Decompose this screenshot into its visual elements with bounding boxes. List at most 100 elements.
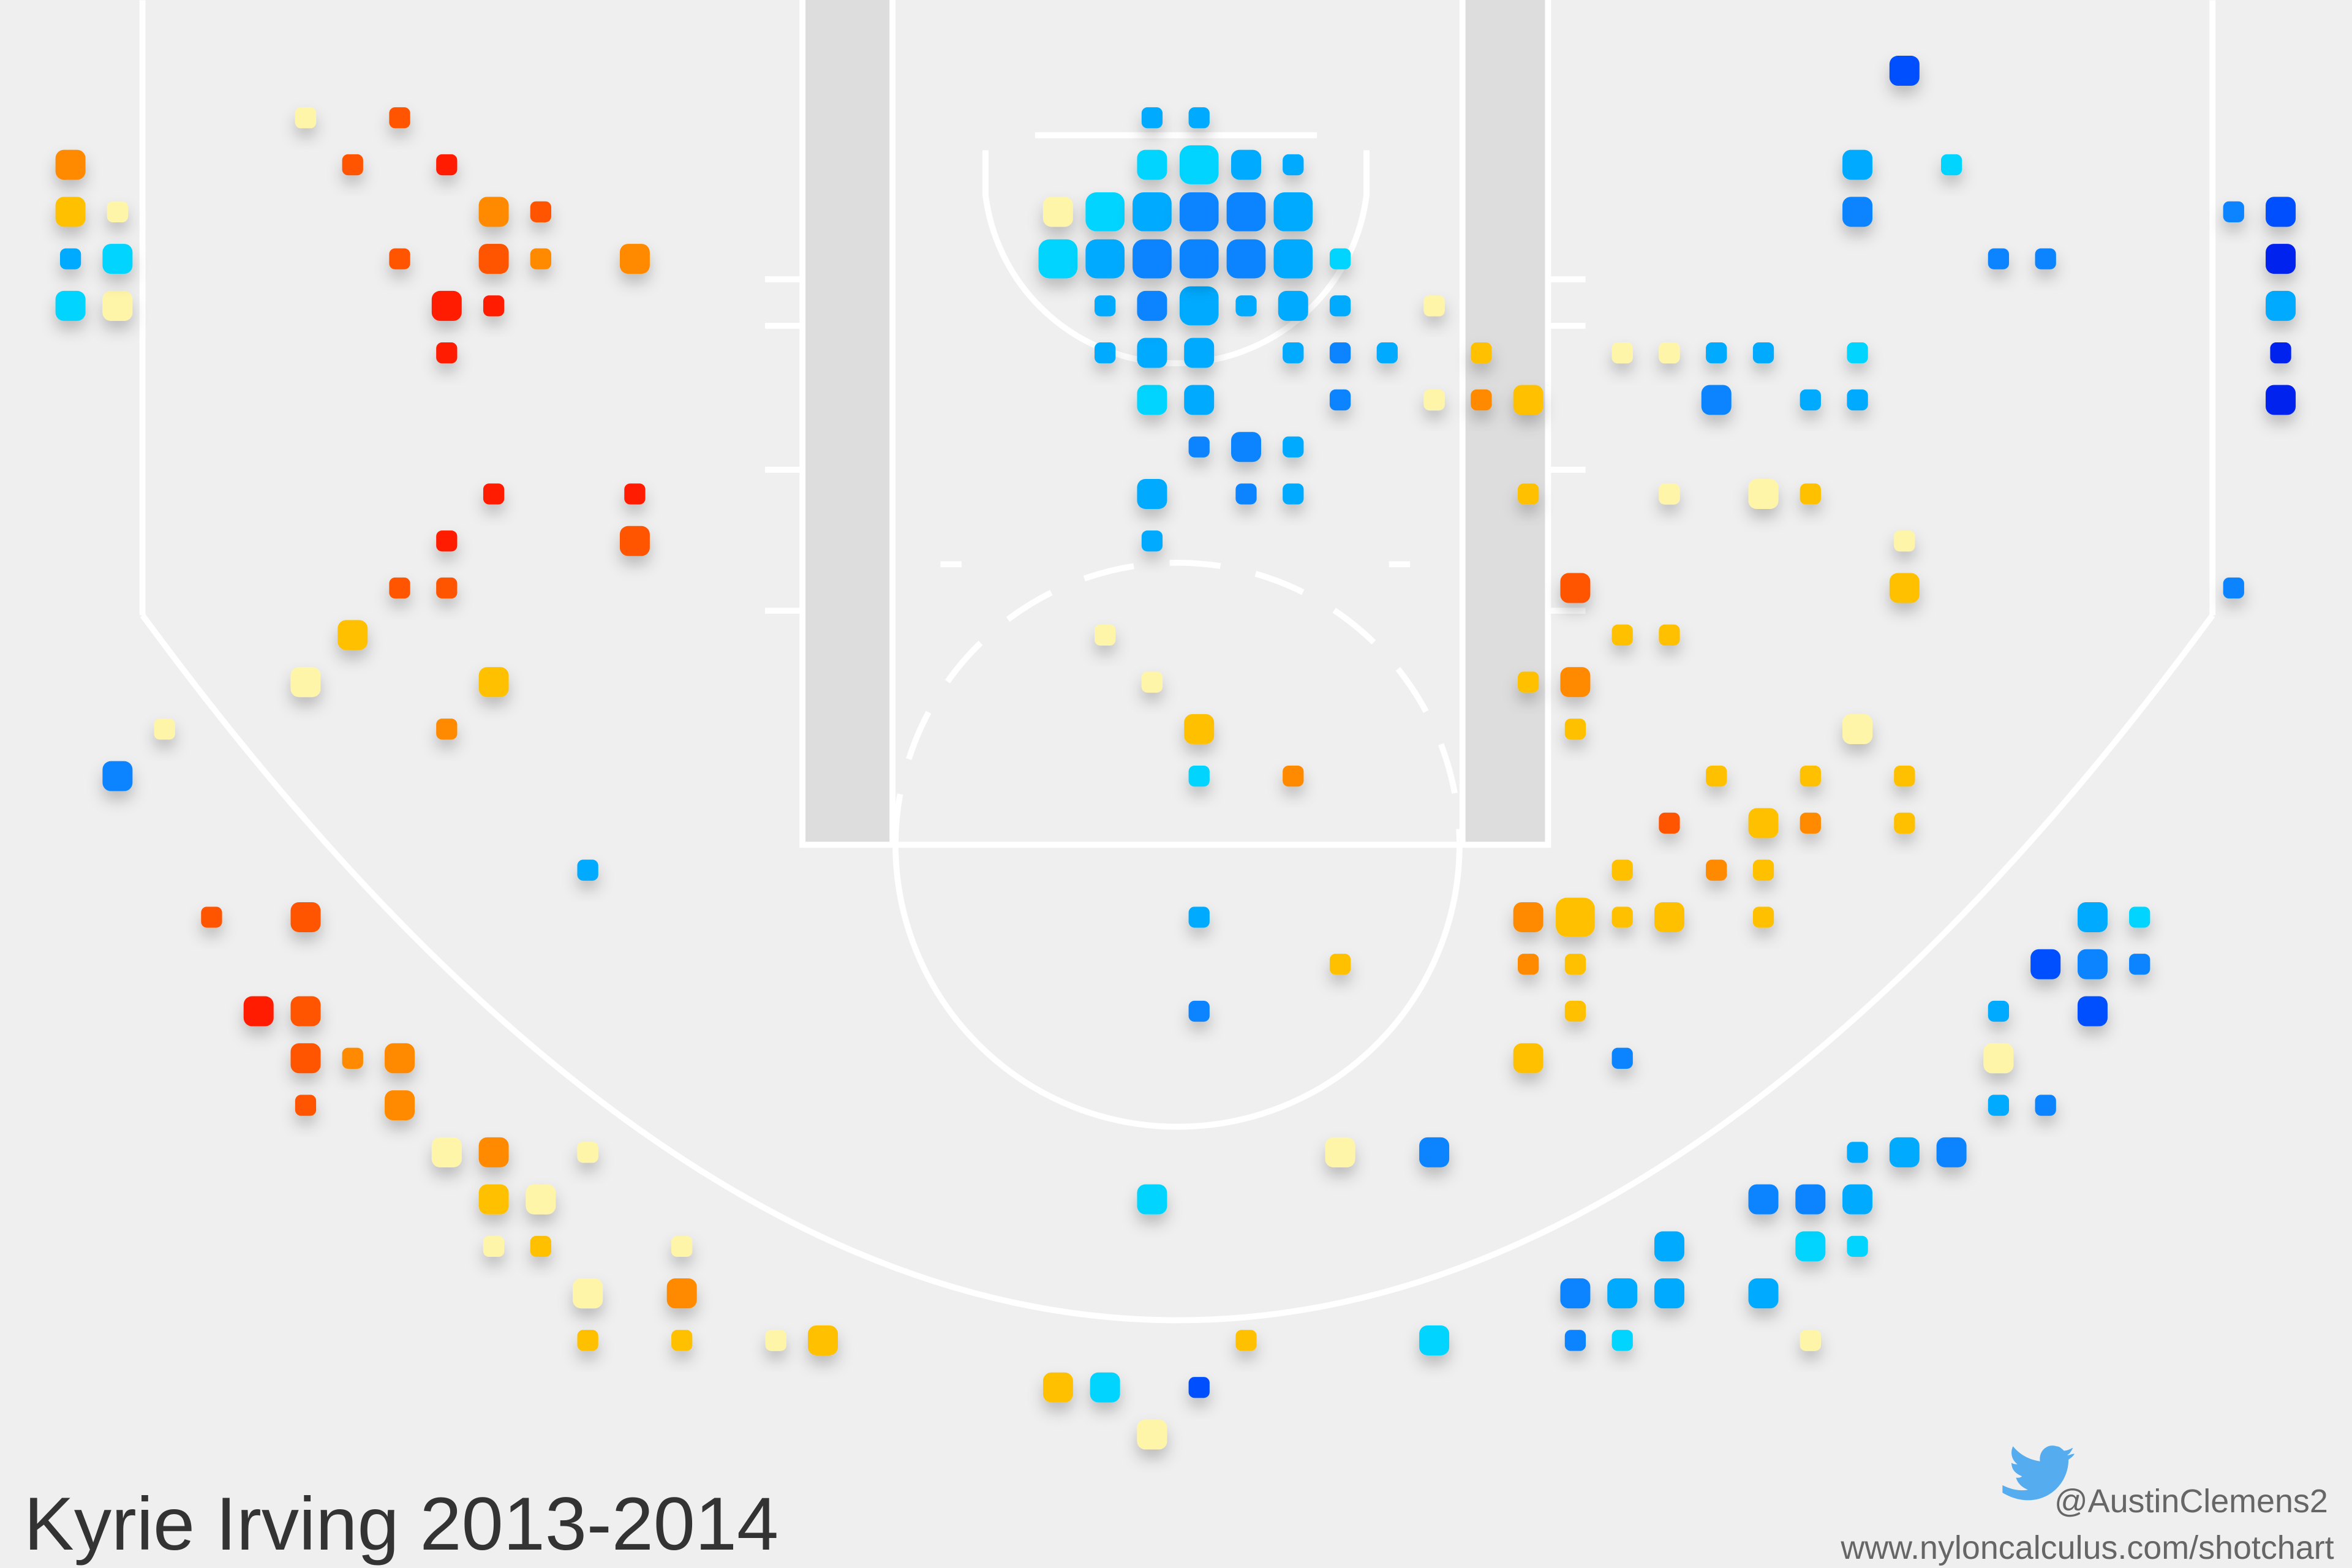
lane-shade <box>802 0 893 845</box>
shot <box>1659 483 1680 505</box>
shot <box>2077 902 2108 932</box>
shot <box>1137 1184 1167 1215</box>
shot <box>102 761 133 791</box>
free-throw-circle-top <box>892 559 1463 845</box>
shot <box>1659 812 1680 834</box>
shot <box>1800 766 1821 787</box>
shot <box>1894 766 1915 787</box>
free-throw-circle-bottom <box>892 845 1463 1130</box>
shot <box>1042 1372 1073 1403</box>
shot <box>1988 1000 2010 1022</box>
shot <box>765 1330 786 1351</box>
shot <box>1611 1047 1633 1069</box>
shot <box>1038 239 1078 279</box>
shot <box>1278 290 1308 321</box>
shot <box>1847 1235 1868 1257</box>
shot <box>1090 1372 1120 1403</box>
shot <box>154 718 175 740</box>
shot <box>1273 192 1313 232</box>
shot <box>1842 197 1873 227</box>
shot <box>290 1043 321 1074</box>
shot <box>1560 667 1591 698</box>
shot <box>2266 385 2296 415</box>
shot <box>1325 1137 1355 1167</box>
shot <box>2270 342 2291 364</box>
shot <box>1611 342 1633 364</box>
shot <box>1842 714 1873 744</box>
shot <box>243 996 274 1027</box>
shot <box>1564 718 1586 740</box>
shot <box>1847 1142 1868 1163</box>
shot <box>1179 239 1219 279</box>
shot <box>201 907 222 928</box>
shot <box>1188 107 1210 129</box>
shot <box>1179 145 1219 184</box>
shot <box>1226 239 1266 279</box>
shot <box>2223 201 2244 222</box>
shot <box>436 530 458 552</box>
shot <box>2266 197 2296 227</box>
credit-url: www.nyloncalculus.com/shotchart <box>1840 1529 2334 1566</box>
shot <box>1137 1419 1167 1450</box>
shot <box>1748 479 1779 509</box>
court <box>139 0 2216 1324</box>
shot <box>1133 239 1172 279</box>
shot <box>1611 907 1633 928</box>
shot <box>1706 859 1727 881</box>
shot <box>1800 1330 1821 1351</box>
shot <box>1936 1137 1967 1167</box>
shot <box>290 902 321 932</box>
shot <box>1329 342 1351 364</box>
chart-title: Kyrie Irving 2013-2014 <box>24 1482 778 1566</box>
lane-shade <box>1462 0 1548 845</box>
shot <box>1235 483 1257 505</box>
shot <box>1706 766 1727 787</box>
shot <box>1141 107 1163 129</box>
shot <box>342 154 363 176</box>
shot <box>1988 248 2010 270</box>
shot <box>1471 342 1492 364</box>
shot <box>1329 954 1351 975</box>
shot <box>2035 248 2056 270</box>
shot <box>1940 154 1962 176</box>
shot <box>1518 483 1539 505</box>
shot <box>1556 897 1595 937</box>
shot <box>1085 239 1125 279</box>
shot <box>431 290 462 321</box>
shot <box>1235 295 1257 317</box>
shot <box>1423 389 1445 411</box>
shot <box>1611 1330 1633 1351</box>
shot <box>624 483 646 505</box>
shot <box>1518 671 1539 693</box>
shot <box>1654 1278 1684 1309</box>
shot <box>1889 1137 1920 1167</box>
restricted-area <box>982 150 1370 367</box>
shot <box>55 149 86 180</box>
shot <box>1283 154 1304 176</box>
shot <box>1471 389 1492 411</box>
shot <box>2129 954 2150 975</box>
shot <box>2266 290 2296 321</box>
shot <box>1564 954 1586 975</box>
shot <box>1273 239 1313 279</box>
shot <box>577 1330 598 1351</box>
shot <box>1611 624 1633 646</box>
shot <box>1611 859 1633 881</box>
shot <box>478 667 509 698</box>
shot <box>1423 295 1445 317</box>
shot <box>1188 766 1210 787</box>
shot <box>1659 342 1680 364</box>
shot <box>526 1184 556 1215</box>
shot <box>530 248 551 270</box>
shot <box>1607 1278 1638 1309</box>
shot <box>1179 286 1219 326</box>
shot <box>342 1047 363 1069</box>
shot <box>1564 1000 1586 1022</box>
shot <box>436 718 458 740</box>
shot <box>577 859 598 881</box>
shot <box>1137 479 1167 509</box>
shot <box>55 290 86 321</box>
shots <box>55 56 2296 1450</box>
shot <box>1137 337 1167 368</box>
